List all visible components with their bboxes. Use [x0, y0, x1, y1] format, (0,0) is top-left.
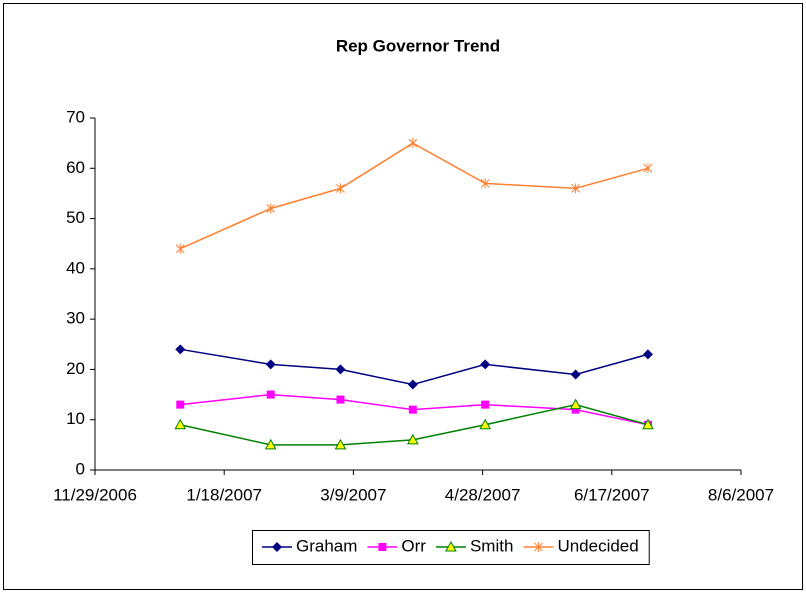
data-point [481, 400, 490, 409]
data-point [335, 364, 346, 375]
x-tick-label: 4/28/2007 [445, 485, 521, 504]
legend-label: Orr [401, 536, 426, 555]
y-tick-label: 10 [66, 409, 85, 428]
data-point [642, 349, 653, 360]
legend-label: Graham [296, 536, 357, 555]
data-point [266, 203, 276, 214]
data-point [408, 405, 417, 414]
data-point [176, 400, 185, 409]
data-point [406, 433, 419, 445]
y-tick-label: 50 [66, 208, 85, 227]
data-point [336, 395, 345, 404]
x-tick-label: 1/18/2007 [186, 485, 262, 504]
data-point [175, 243, 185, 254]
chart-border [3, 3, 803, 590]
data-point [479, 418, 492, 430]
data-point [265, 359, 276, 370]
legend-marker [272, 542, 282, 552]
legend-label: Undecided [557, 536, 638, 555]
legend-marker [445, 540, 457, 552]
data-point [174, 418, 187, 430]
data-point [570, 369, 581, 380]
x-tick-label: 3/9/2007 [320, 485, 386, 504]
data-point [480, 359, 491, 370]
data-point [480, 178, 490, 189]
data-point [175, 344, 186, 355]
data-point [642, 418, 654, 430]
x-tick-label: 8/6/2007 [708, 485, 774, 504]
legend: Graham Orr Smith Undecided [252, 530, 650, 565]
data-point [571, 405, 580, 414]
data-point [643, 163, 653, 174]
y-tick-label: 30 [66, 309, 85, 328]
data-point [264, 438, 277, 450]
data-point [408, 138, 418, 149]
legend-marker [534, 542, 543, 552]
x-tick-label: 6/17/2007 [574, 485, 650, 504]
data-point [569, 398, 582, 410]
y-tick-label: 40 [66, 258, 85, 277]
data-point [266, 390, 275, 399]
y-tick-label: 20 [66, 359, 85, 378]
data-point [407, 379, 418, 390]
y-tick-label: 0 [76, 459, 85, 478]
legend-label: Smith [470, 536, 513, 555]
y-tick-label: 70 [66, 107, 85, 126]
data-point [334, 438, 347, 450]
x-tick-label: 11/29/2006 [53, 485, 137, 504]
data-point [336, 183, 345, 194]
y-tick-label: 60 [66, 158, 85, 177]
legend-marker [378, 543, 387, 551]
chart-title: Rep Governor Trend [336, 36, 500, 55]
data-point [571, 183, 580, 194]
